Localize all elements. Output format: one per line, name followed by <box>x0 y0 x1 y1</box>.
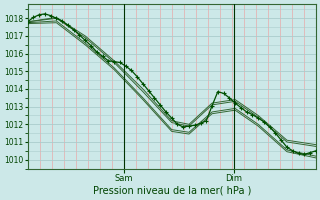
X-axis label: Pression niveau de la mer( hPa ): Pression niveau de la mer( hPa ) <box>92 186 251 196</box>
